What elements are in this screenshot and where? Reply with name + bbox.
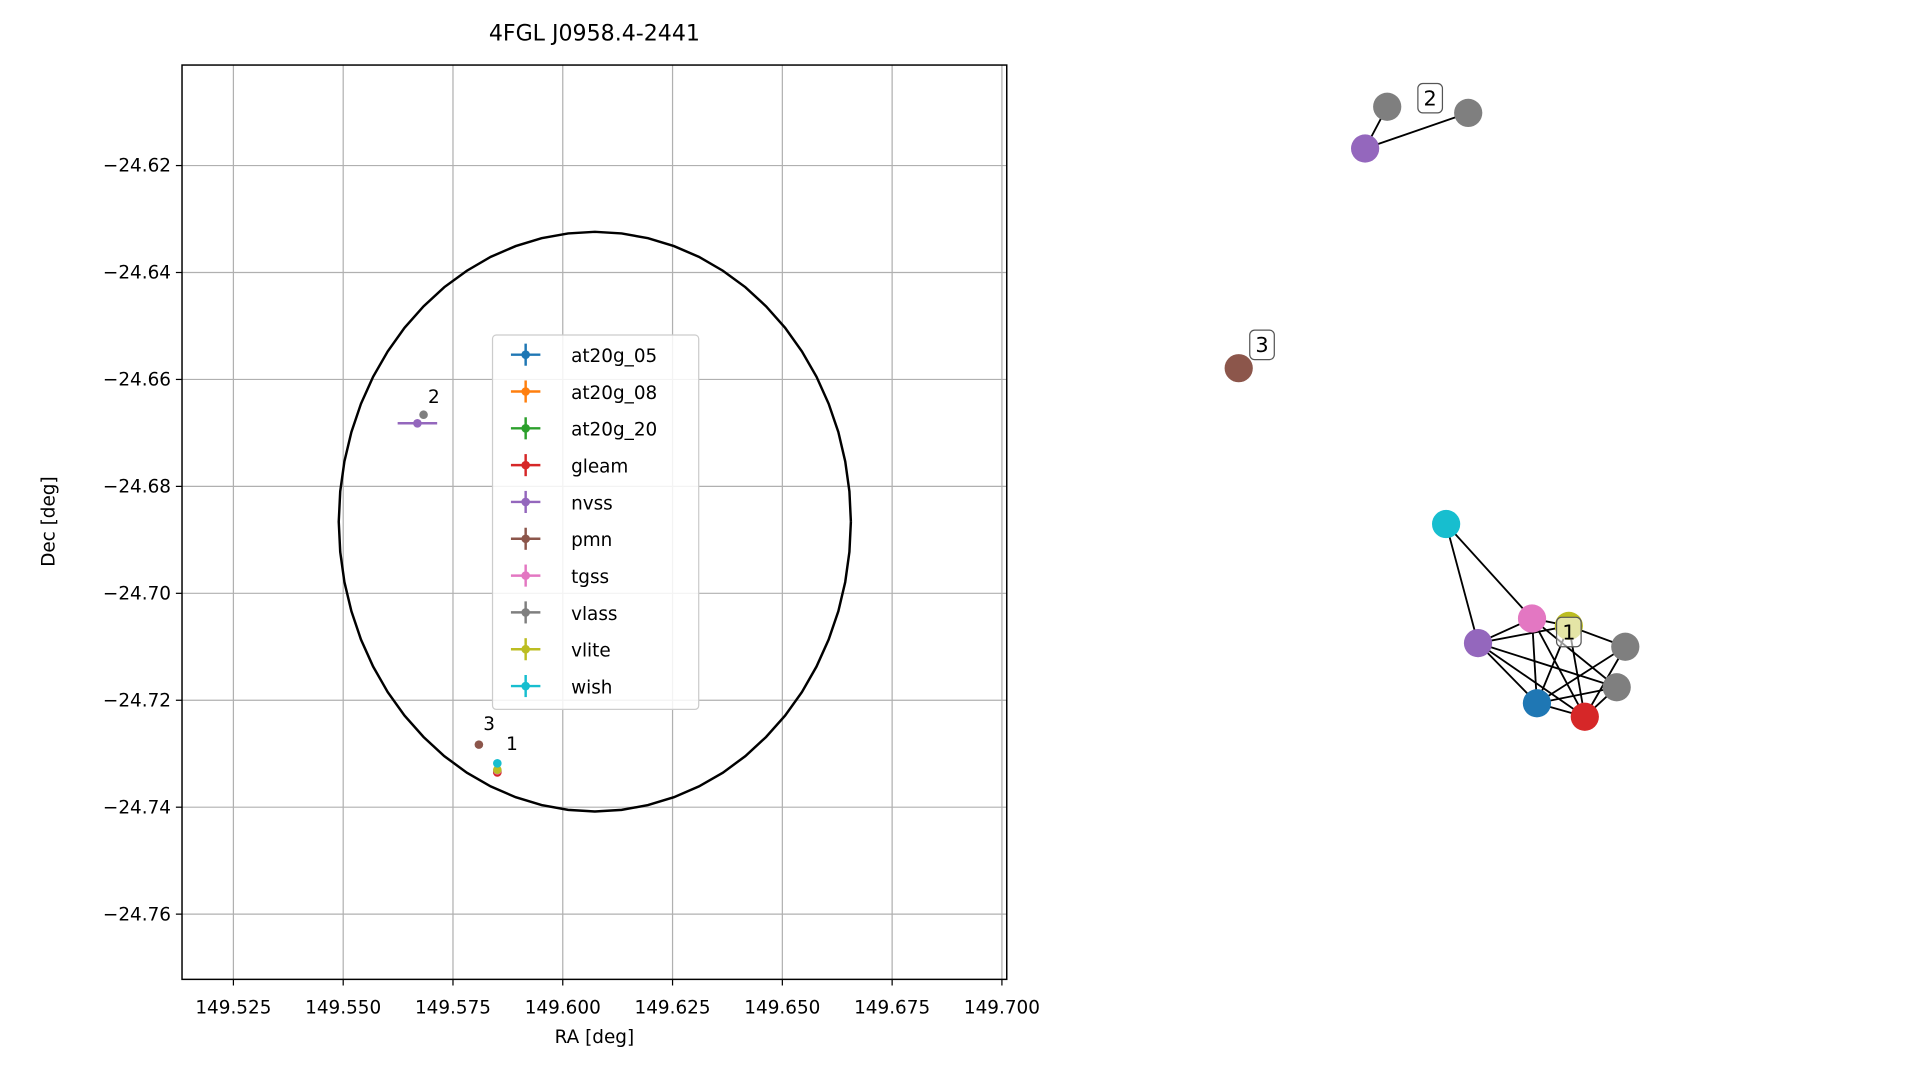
legend-marker [521, 644, 530, 654]
legend-label: at20g_20 [571, 420, 657, 441]
plot-frame [181, 64, 1008, 981]
x-tick-label: 149.675 [854, 998, 930, 1019]
legend-label: vlite [571, 641, 611, 662]
y-axis-label: Dec [deg] [38, 476, 59, 566]
graph-node [1432, 509, 1461, 539]
graph-label-box [1555, 616, 1582, 648]
graph-edge [1445, 523, 1533, 620]
legend-marker [521, 424, 530, 433]
point [493, 759, 502, 768]
y-tick-label: −24.66 [103, 370, 171, 391]
graph-edge [1477, 642, 1586, 718]
graph-node [1517, 604, 1547, 633]
point [413, 418, 422, 428]
graph-node [1454, 98, 1483, 128]
error-ellipse [337, 230, 853, 813]
x-tick-label: 149.600 [525, 998, 601, 1019]
graph-node [1602, 673, 1631, 702]
graph-edge [1477, 642, 1617, 689]
x-tick-label: 149.625 [635, 998, 711, 1019]
y-tick-label: −24.62 [103, 156, 171, 177]
legend-label: vlass [571, 604, 617, 625]
graph-node [1463, 628, 1493, 658]
legend-label: nvss [571, 493, 613, 514]
graph-label-box [1417, 82, 1444, 114]
graph-label: 3 [1255, 333, 1268, 357]
point [419, 410, 428, 420]
point [474, 740, 484, 749]
graph-node [1611, 632, 1640, 661]
graph-label: 2 [1424, 87, 1437, 111]
graph-edge [1477, 625, 1570, 644]
y-tick-label: −24.74 [103, 797, 171, 818]
y-tick-label: −24.68 [103, 477, 171, 498]
graph-edge [1531, 618, 1586, 718]
x-tick-label: 149.575 [415, 998, 491, 1019]
chart-title: 4FGL J0958.4-2441 [489, 21, 700, 47]
graph-edge [1364, 112, 1469, 150]
legend-label: gleam [571, 457, 628, 478]
legend-label: at20g_08 [571, 383, 657, 404]
y-tick-label: −24.70 [103, 583, 171, 604]
x-tick-label: 149.700 [964, 998, 1040, 1019]
graph-label: 1 [1562, 620, 1575, 644]
x-tick-label: 149.550 [305, 998, 381, 1019]
annotation: 3 [483, 714, 495, 735]
legend-label: wish [571, 677, 612, 698]
graph-node [1373, 92, 1402, 121]
graph-edge [1531, 617, 1618, 688]
legend-marker [521, 571, 530, 580]
legend-label: at20g_05 [571, 346, 657, 367]
legend-marker [521, 608, 530, 617]
legend-label: pmn [571, 530, 612, 551]
y-tick-label: −24.64 [103, 263, 171, 284]
graph-node [1351, 134, 1380, 163]
graph-node [1522, 689, 1552, 718]
x-tick-label: 149.650 [744, 998, 820, 1019]
legend-marker [521, 534, 530, 544]
x-tick-label: 149.525 [195, 998, 271, 1019]
legend-box [491, 334, 700, 710]
graph-label-box [1249, 329, 1275, 361]
graph-node [1570, 702, 1599, 731]
annotation: 2 [428, 387, 440, 408]
legend-marker [521, 460, 530, 470]
y-tick-label: −24.72 [103, 690, 171, 711]
x-axis-label: RA [deg] [555, 1027, 634, 1048]
legend-marker [521, 681, 530, 691]
graph-node [1224, 354, 1253, 383]
legend-label: tgss [571, 567, 609, 588]
y-tick-label: −24.76 [103, 904, 171, 925]
legend-marker [521, 350, 530, 359]
graph-edge [1445, 523, 1479, 644]
legend-marker [521, 497, 530, 507]
point [493, 765, 502, 775]
legend-marker [521, 387, 530, 396]
annotation: 1 [506, 734, 518, 755]
